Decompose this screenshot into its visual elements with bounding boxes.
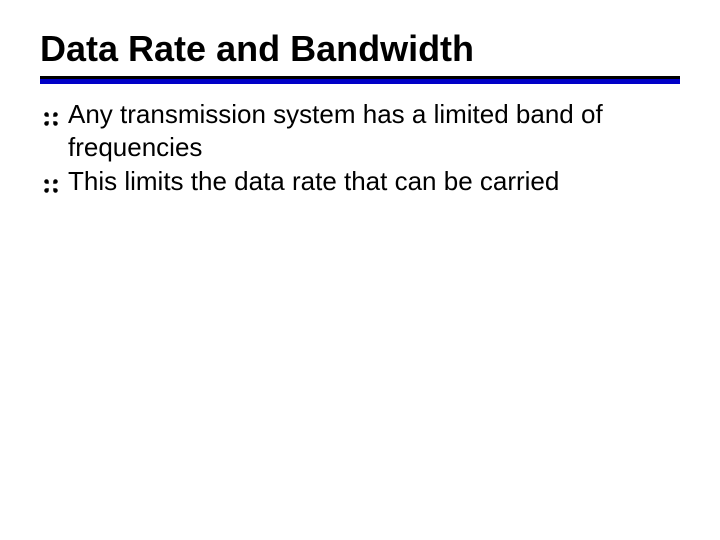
bullet-text: This limits the data rate that can be ca…	[68, 166, 559, 196]
command-icon	[42, 170, 60, 188]
list-item: This limits the data rate that can be ca…	[40, 165, 680, 198]
bullet-text: Any transmission system has a limited ba…	[68, 99, 603, 162]
list-item: Any transmission system has a limited ba…	[40, 98, 680, 163]
slide-title: Data Rate and Bandwidth	[40, 28, 680, 70]
slide: Data Rate and Bandwidth Any transmission…	[0, 0, 720, 540]
command-icon	[42, 103, 60, 121]
bullet-list: Any transmission system has a limited ba…	[40, 98, 680, 198]
title-underline	[40, 76, 680, 84]
rule-blue	[40, 79, 680, 84]
